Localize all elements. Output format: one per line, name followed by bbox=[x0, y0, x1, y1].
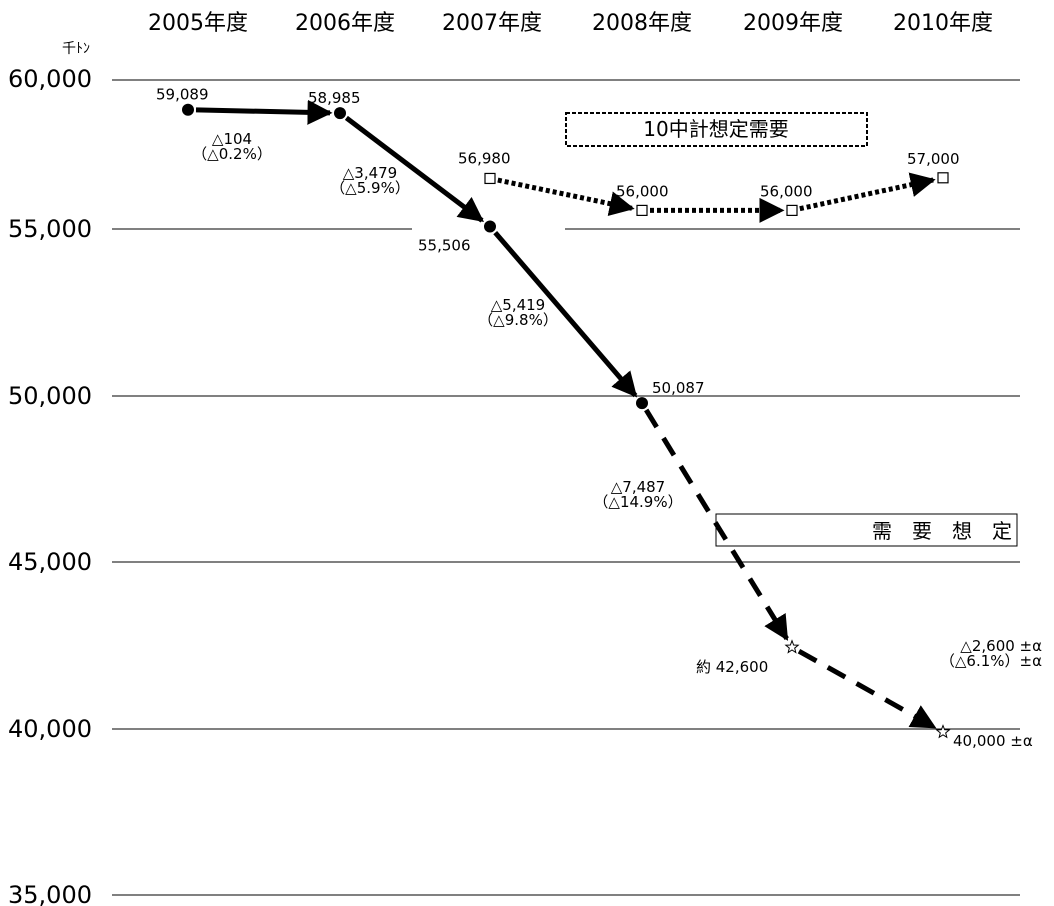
annotation-percent-0: （△0.2%） bbox=[192, 145, 272, 163]
series-1-point-2 bbox=[484, 172, 496, 185]
annotation-percent-2: （△9.8%） bbox=[478, 311, 558, 329]
series-1-segment-2 bbox=[799, 172, 936, 212]
annotation-change-4: △2,600 ±α bbox=[960, 637, 1042, 655]
annotation-percent-3: （△14.9%） bbox=[593, 493, 682, 511]
series-0-label-1: 58,985 bbox=[308, 89, 361, 107]
annotation-percent-4: （△6.1%）±α bbox=[940, 652, 1042, 670]
forecast-box-label: 需 要 想 定 bbox=[872, 519, 1012, 543]
forecast-box bbox=[715, 513, 1018, 547]
series-0-label-3: 50,087 bbox=[652, 379, 705, 397]
planned-demand-box bbox=[565, 112, 868, 147]
annotation-change-0: △104 bbox=[212, 130, 252, 148]
series-0-segment-1 bbox=[344, 115, 485, 223]
annotation-percent-1: （△5.9%） bbox=[330, 179, 410, 197]
series-2-segment-1 bbox=[797, 648, 937, 730]
y-tick-60000: 60,000 bbox=[8, 65, 92, 93]
series-0-segment-2 bbox=[493, 230, 638, 398]
series-1-segment-0 bbox=[497, 177, 635, 216]
year-label-2010: 2010年度 bbox=[893, 11, 993, 36]
series-0-point-3 bbox=[636, 397, 648, 410]
annotation-change-3: △7,487 bbox=[611, 478, 665, 496]
series-1-point-4 bbox=[786, 204, 798, 216]
series-2-point-4 bbox=[784, 639, 800, 654]
series-1-label-5: 57,000 bbox=[907, 150, 960, 168]
year-label-2009: 2009年度 bbox=[743, 11, 843, 36]
year-label-2006: 2006年度 bbox=[295, 11, 395, 36]
annotation-change-2: △5,419 bbox=[491, 296, 545, 314]
unit-label: 千ﾄﾝ bbox=[62, 41, 90, 57]
series-0-label-2: 55,506 bbox=[418, 237, 471, 255]
annotation-change-1: △3,479 bbox=[343, 164, 397, 182]
series-0-point-2 bbox=[484, 220, 496, 233]
year-label-2007: 2007年度 bbox=[442, 11, 542, 36]
series-1-label-4: 56,000 bbox=[760, 182, 813, 200]
y-tick-50000: 50,000 bbox=[8, 382, 92, 410]
y-tick-35000: 35,000 bbox=[8, 881, 92, 906]
series-2-label-5: 40,000 ±α bbox=[953, 732, 1033, 750]
series-2-segment-0 bbox=[644, 408, 789, 641]
series-2-point-5 bbox=[935, 724, 951, 739]
y-tick-45000: 45,000 bbox=[8, 548, 92, 576]
series-1-label-3: 56,000 bbox=[616, 182, 669, 200]
series-0-point-1 bbox=[334, 107, 346, 120]
planned-demand-box-label: 10中計想定需要 bbox=[643, 117, 788, 141]
year-label-2008: 2008年度 bbox=[592, 11, 692, 36]
series-1-label-2: 56,980 bbox=[458, 149, 511, 167]
y-tick-40000: 40,000 bbox=[8, 715, 92, 743]
y-tick-55000: 55,000 bbox=[8, 215, 92, 243]
series-1-point-3 bbox=[636, 204, 648, 216]
series-2-label-4: 約 42,600 bbox=[696, 658, 768, 676]
series-0-point-0 bbox=[182, 103, 194, 116]
year-label-2005: 2005年度 bbox=[148, 11, 248, 36]
series-0-label-0: 59,089 bbox=[156, 86, 209, 104]
series-0-segment-0 bbox=[195, 99, 333, 125]
series-1-point-5 bbox=[937, 172, 949, 184]
